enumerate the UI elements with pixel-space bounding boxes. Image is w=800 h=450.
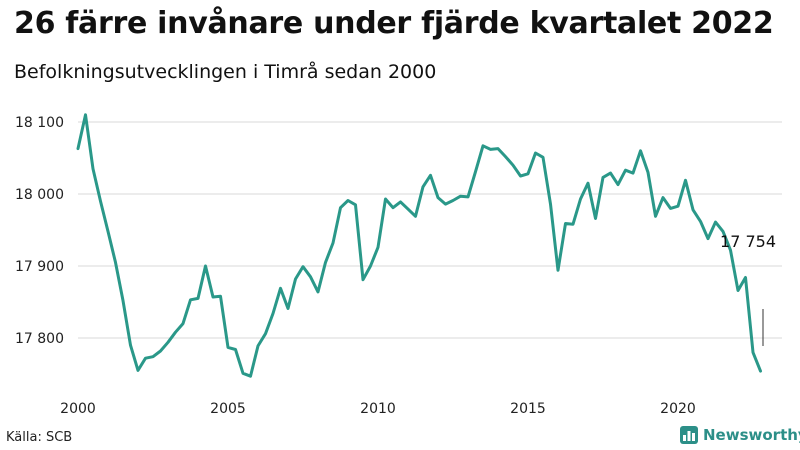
brand-logo: Newsworthy [680,426,800,444]
source-note: Källa: SCB [6,430,73,445]
y-tick-label: 18 100 [15,115,64,131]
chart-title: 26 färre invånare under fjärde kvartalet… [14,6,774,41]
annotation-layer: 17 754 [720,232,776,346]
chart-subtitle: Befolkningsutvecklingen i Timrå sedan 20… [14,61,437,83]
series-layer [76,113,762,378]
newsworthy-logo-icon [680,426,698,444]
y-axis-tick-labels: 17 800 17 900 18 000 18 100 [15,115,64,347]
grid-lines [78,121,782,339]
x-tick-label: 2000 [60,401,96,417]
annotation-label: 17 754 [720,232,776,251]
x-tick-label: 2010 [360,401,396,417]
x-tick-label: 2020 [660,401,696,417]
brand-name: Newsworthy [703,426,800,444]
x-tick-label: 2015 [510,401,546,417]
y-tick-label: 17 800 [15,331,64,347]
series-line [76,113,762,378]
x-axis-tick-labels: 2000 2005 2010 2015 2020 [60,401,696,417]
y-tick-label: 17 900 [15,259,64,275]
y-tick-label: 18 000 [15,187,64,203]
x-tick-label: 2005 [210,401,246,417]
